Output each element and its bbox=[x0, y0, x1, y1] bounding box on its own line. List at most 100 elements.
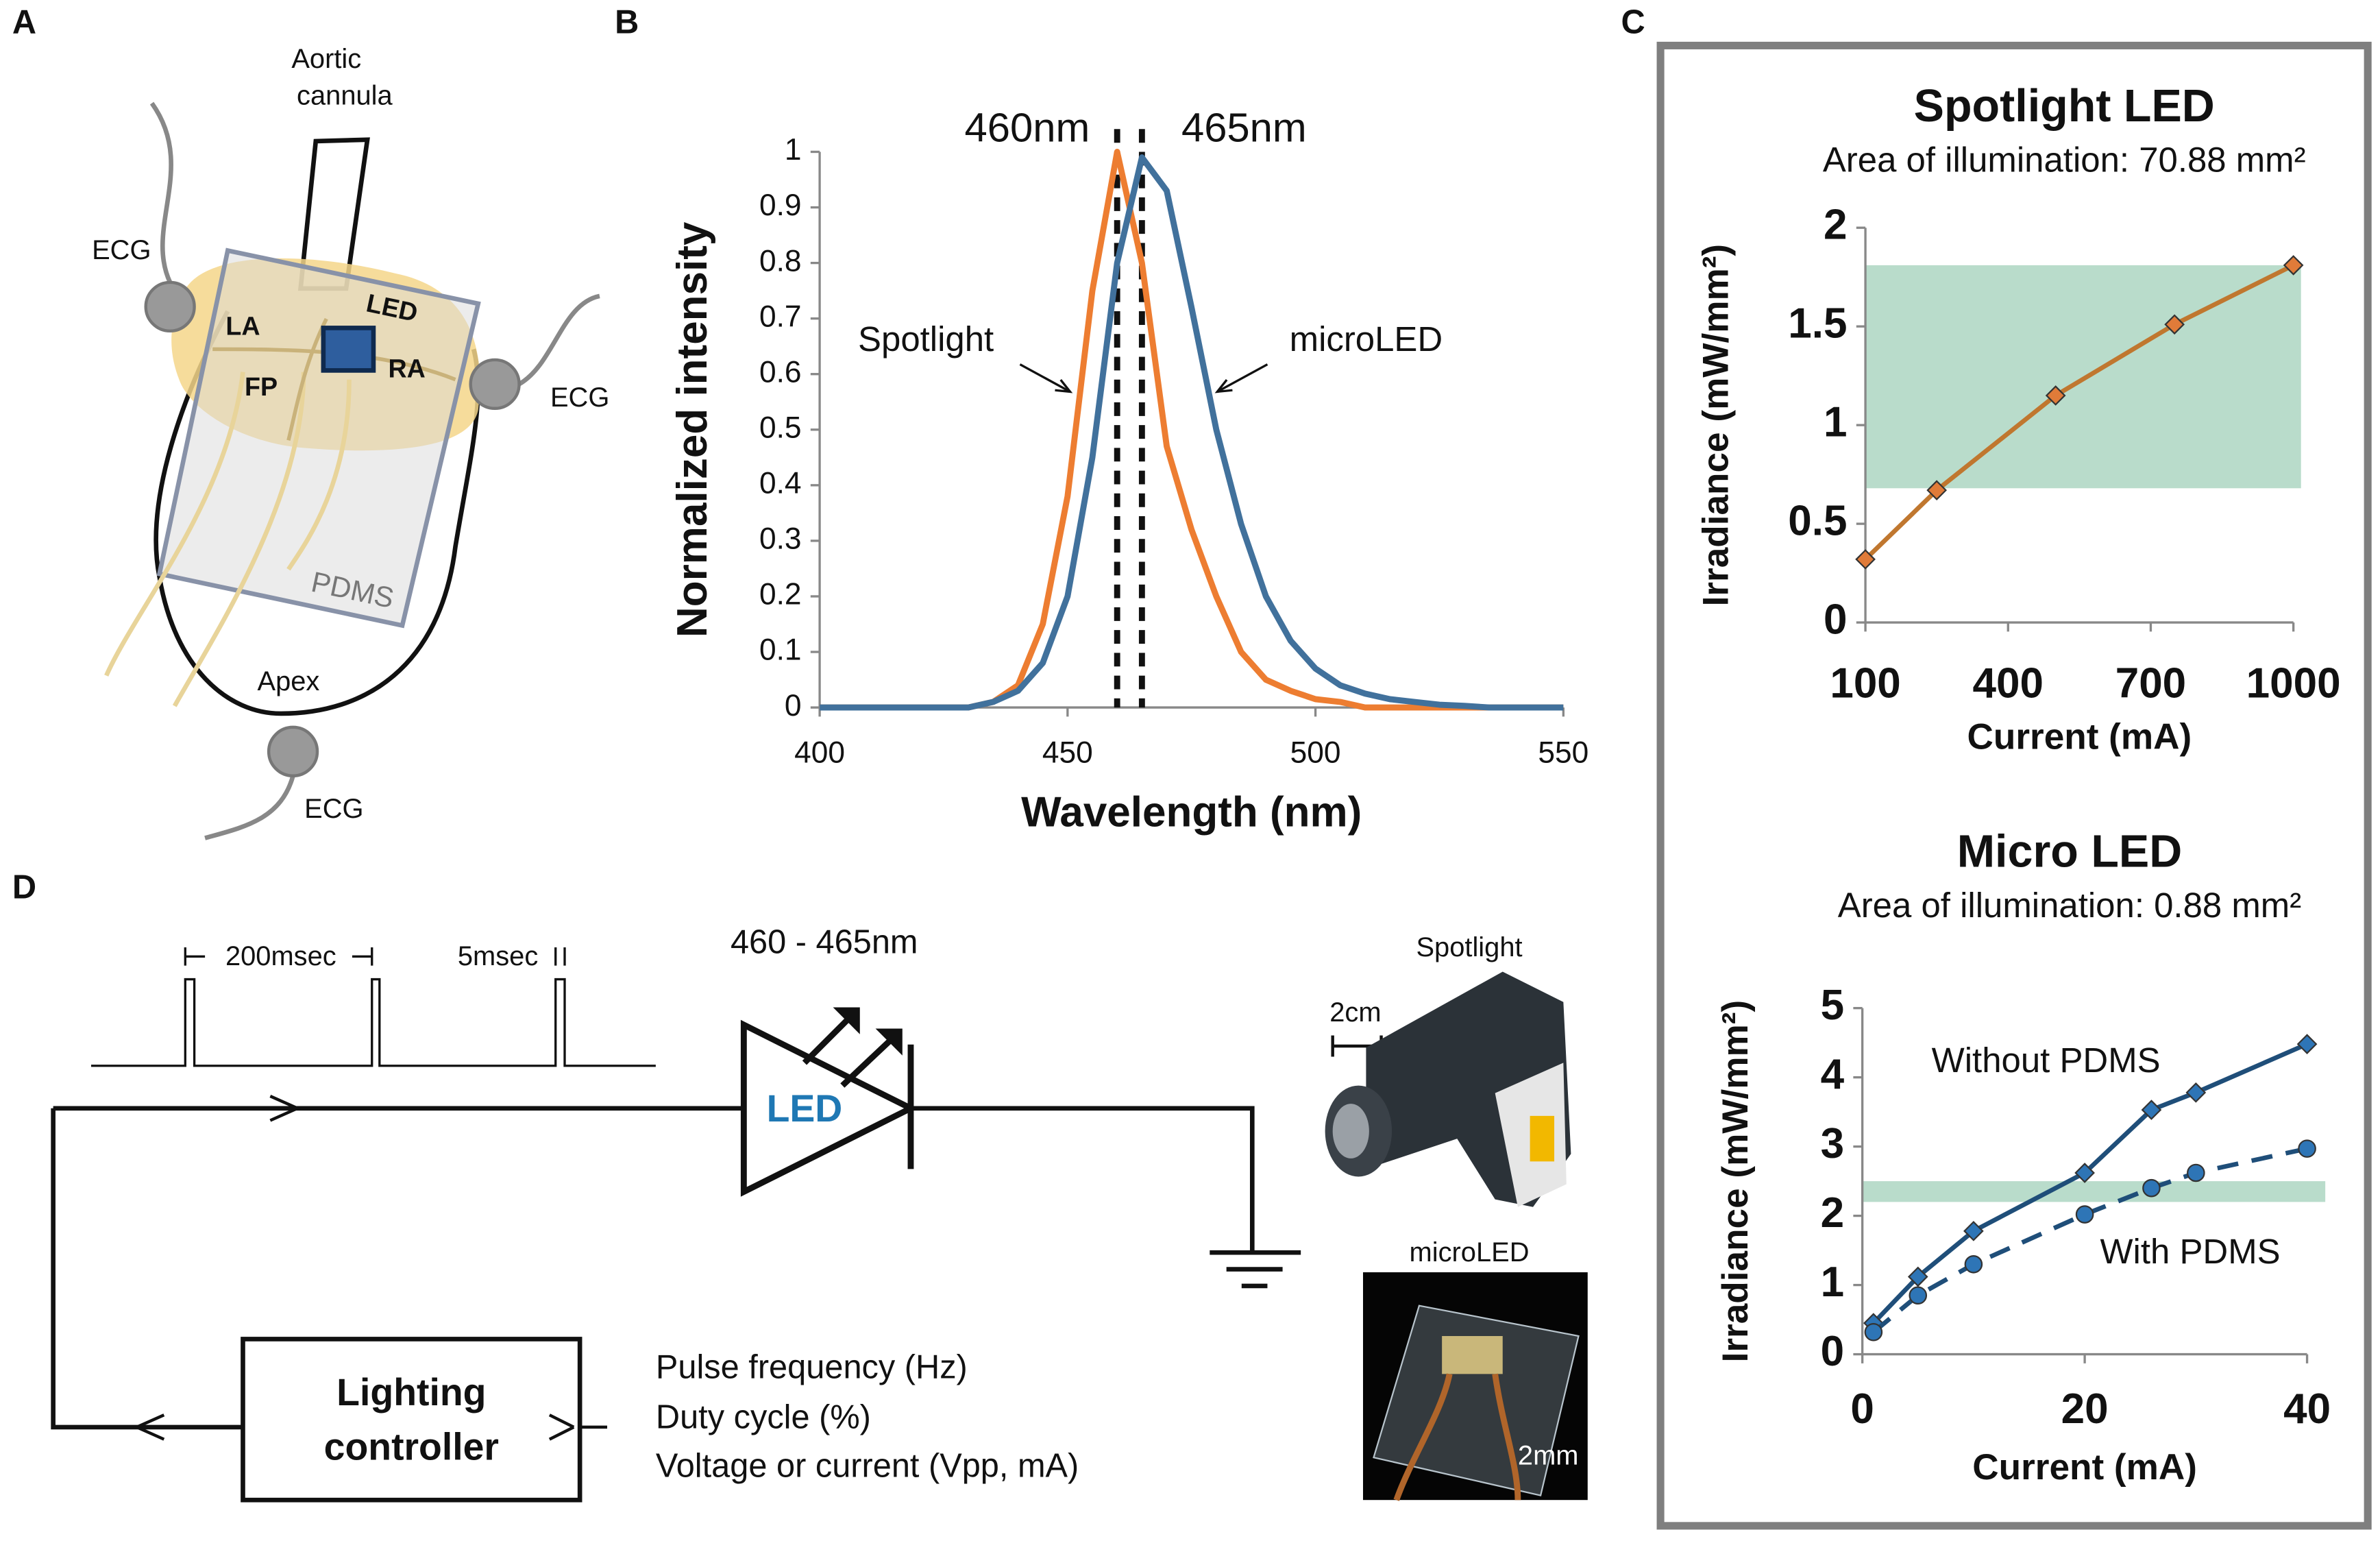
heart-diagram bbox=[104, 101, 600, 840]
y-tick-label: 0 bbox=[785, 689, 802, 723]
wire bbox=[204, 775, 295, 840]
y-tick-label: 0.7 bbox=[759, 300, 802, 333]
y-tick-label: 3 bbox=[1821, 1120, 1844, 1167]
label-arrow bbox=[1019, 363, 1071, 393]
marker bbox=[2141, 1100, 2162, 1120]
band bbox=[1862, 1181, 2326, 1202]
reference-label: 460nm bbox=[965, 104, 1090, 150]
emission-arrow bbox=[802, 1012, 898, 1088]
label: cannula bbox=[297, 80, 393, 110]
label: Spotlight bbox=[1416, 932, 1522, 962]
fiber bbox=[286, 379, 352, 571]
x-axis-label: Current (mA) bbox=[1972, 1447, 2197, 1488]
ecg-electrode bbox=[144, 280, 196, 333]
marker bbox=[1963, 1220, 1984, 1241]
y-tick-label: 0.6 bbox=[759, 355, 802, 389]
ground bbox=[1210, 1250, 1301, 1289]
y-tick-label: 0.9 bbox=[759, 189, 802, 222]
ecg-electrode bbox=[267, 725, 319, 777]
y-tick-label: 0 bbox=[1821, 1328, 1844, 1375]
label: 200msec bbox=[225, 941, 336, 971]
photo-chip bbox=[1442, 1336, 1503, 1374]
label: ECG bbox=[550, 383, 609, 413]
x-tick-label: 1000 bbox=[2246, 659, 2341, 707]
panel-label: D bbox=[12, 869, 36, 906]
fiber bbox=[172, 372, 306, 707]
x-tick-label: 450 bbox=[1042, 736, 1093, 769]
y-tick-label: 1 bbox=[1824, 399, 1847, 446]
label: controller bbox=[324, 1426, 499, 1468]
label: 2mm bbox=[1518, 1441, 1579, 1471]
label: Lighting bbox=[336, 1371, 486, 1413]
y-tick-label: 0.2 bbox=[759, 578, 802, 611]
marker bbox=[1909, 1286, 1928, 1305]
pdms-sheet bbox=[156, 247, 481, 629]
wire bbox=[149, 101, 173, 284]
series-line bbox=[820, 149, 1564, 711]
chart-title: Micro LED bbox=[1957, 826, 2183, 877]
wire bbox=[517, 293, 600, 387]
marker bbox=[2142, 1178, 2161, 1198]
label: 460 - 465nm bbox=[731, 923, 918, 960]
fiber bbox=[104, 372, 245, 677]
y-axis-label: Irradiance (mW/mm²) bbox=[1715, 1000, 1756, 1363]
circuit bbox=[51, 947, 1584, 1503]
label-arrowhead bbox=[1055, 379, 1073, 393]
heart-outline bbox=[154, 310, 480, 716]
y-tick-label: 1 bbox=[1821, 1259, 1844, 1306]
marker bbox=[2283, 255, 2304, 276]
chart-subtitle: Area of illumination: 70.88 mm² bbox=[1823, 140, 2306, 179]
y-tick-label: 0.4 bbox=[759, 467, 802, 500]
bracket bbox=[184, 947, 566, 966]
panel-label: A bbox=[12, 3, 36, 40]
label: LA bbox=[225, 311, 260, 340]
photo-lead bbox=[1393, 1373, 1521, 1501]
y-tick-label: 0.5 bbox=[759, 411, 802, 444]
label-arrowhead bbox=[1214, 379, 1233, 393]
arrowhead bbox=[833, 1007, 903, 1056]
label: ECG bbox=[304, 794, 363, 824]
x-tick-label: 40 bbox=[2283, 1385, 2331, 1433]
series-label: With PDMS bbox=[2100, 1232, 2280, 1271]
marker bbox=[2164, 314, 2185, 335]
marker bbox=[2074, 1163, 2095, 1183]
label: Aortic bbox=[291, 44, 361, 74]
panel-frame bbox=[1656, 41, 2372, 1530]
photo-lens bbox=[1332, 1104, 1369, 1158]
label: LED bbox=[767, 1087, 843, 1130]
panel-label: C bbox=[1621, 3, 1645, 40]
x-tick-label: 100 bbox=[1830, 659, 1900, 707]
chart-subtitle: Area of illumination: 0.88 mm² bbox=[1838, 886, 2301, 925]
controller-box bbox=[241, 1337, 582, 1503]
marker bbox=[1964, 1255, 1983, 1274]
y-axis-label: Normalized intensity bbox=[669, 221, 716, 638]
series-label: Spotlight bbox=[858, 319, 994, 359]
label: Pulse frequency (Hz) bbox=[656, 1349, 968, 1386]
y-tick-label: 0 bbox=[1824, 596, 1847, 643]
label: 5msec bbox=[458, 941, 538, 971]
y-tick-label: 0.3 bbox=[759, 522, 802, 556]
marker bbox=[1907, 1266, 1928, 1287]
y-axis-label: Irradiance (mW/mm²) bbox=[1695, 244, 1736, 607]
label: RA bbox=[388, 354, 425, 383]
label: FP bbox=[245, 372, 278, 401]
y-tick-label: 2 bbox=[1821, 1189, 1844, 1237]
arrow bbox=[132, 1095, 608, 1441]
x-tick-label: 0 bbox=[1850, 1385, 1874, 1433]
y-tick-label: 4 bbox=[1821, 1051, 1845, 1098]
y-tick-label: 0.8 bbox=[759, 244, 802, 278]
x-tick-label: 500 bbox=[1290, 736, 1341, 769]
marker bbox=[2298, 1139, 2316, 1158]
marker bbox=[2296, 1034, 2318, 1054]
photo-label bbox=[1530, 1115, 1555, 1162]
label: 2cm bbox=[1329, 997, 1381, 1028]
reference-label: 465nm bbox=[1181, 104, 1307, 150]
led-chip bbox=[321, 326, 376, 373]
x-axis-label: Wavelength (nm) bbox=[1021, 789, 1362, 836]
y-tick-label: 1.5 bbox=[1788, 300, 1847, 348]
marker bbox=[2187, 1163, 2205, 1182]
label: Apex bbox=[257, 666, 319, 696]
spotlight-photo bbox=[1325, 971, 1571, 1207]
label: Duty cycle (%) bbox=[656, 1399, 871, 1436]
